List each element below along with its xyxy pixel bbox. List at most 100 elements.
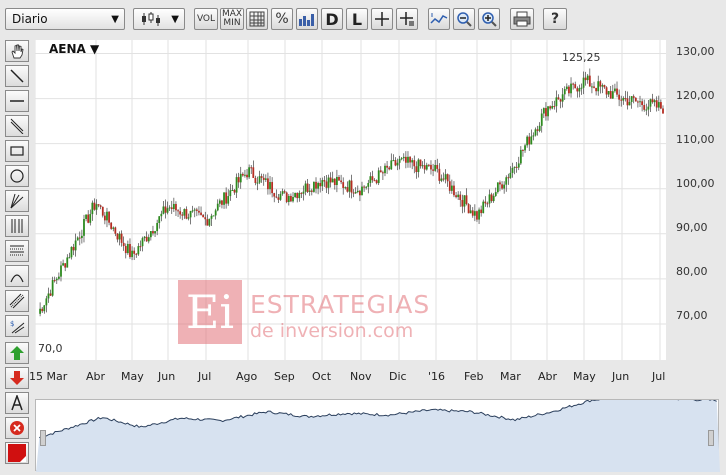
chevron-down-icon: ▼ [111, 14, 119, 25]
crosshair-value-button[interactable] [396, 8, 418, 30]
candle [275, 189, 278, 199]
parallel-lines-tool[interactable] [5, 115, 29, 137]
candle-body [342, 182, 345, 188]
candle [108, 211, 110, 226]
grid-button[interactable] [246, 8, 268, 30]
horizontal-line-tool[interactable] [5, 90, 29, 112]
candle [179, 207, 182, 219]
rectangle-tool[interactable] [5, 140, 29, 162]
candle-body [465, 195, 468, 205]
candle-body [436, 164, 439, 169]
help-button[interactable]: ? [543, 8, 567, 30]
crosshair-button[interactable] [371, 8, 393, 30]
l-button[interactable]: L [346, 8, 368, 30]
text-tool[interactable] [5, 392, 29, 414]
candle-body [407, 156, 409, 163]
candle-body [45, 298, 48, 306]
candle-body [530, 136, 533, 145]
candle-body [356, 190, 359, 193]
candle-body [584, 77, 587, 81]
buy-signal-tool[interactable] [5, 342, 29, 364]
candle-body [70, 246, 73, 258]
candle-body [193, 209, 196, 211]
candle [204, 211, 207, 226]
candle-body [43, 305, 46, 312]
zoom-out-button[interactable] [453, 8, 475, 30]
print-button[interactable] [510, 8, 534, 30]
candle [496, 182, 499, 194]
fan-lines-tool[interactable] [5, 190, 29, 212]
chart-type-select[interactable]: ▼ [133, 8, 185, 30]
candle-body [200, 212, 202, 215]
candle-body [494, 192, 497, 196]
navigator-left-handle[interactable] [40, 430, 46, 446]
channel-tool[interactable] [5, 290, 29, 312]
parallel-lines-icon [10, 118, 24, 134]
candle-body [484, 201, 487, 204]
d-button[interactable]: D [321, 8, 343, 30]
arc-tool[interactable] [5, 265, 29, 287]
line-tool[interactable] [5, 65, 29, 87]
sell-signal-tool[interactable] [5, 367, 29, 389]
y-tick-label: 130,00 [676, 45, 715, 58]
candle [51, 276, 54, 297]
candle-body [413, 160, 416, 167]
candle [106, 207, 108, 228]
candle-body [409, 156, 411, 163]
candle [540, 108, 543, 133]
candle-body [162, 206, 165, 214]
candle-body [298, 192, 301, 199]
navigator-panel[interactable] [35, 393, 720, 472]
candle [488, 189, 491, 208]
candle-body [319, 183, 322, 187]
percent-button[interactable]: % [271, 8, 293, 30]
candle-body [292, 197, 294, 202]
period-select[interactable]: Diario ▼ [5, 8, 125, 30]
candle [517, 156, 520, 171]
x-tick-label: May [121, 370, 144, 383]
trend-button[interactable] [428, 8, 450, 30]
ellipse-tool[interactable] [5, 165, 29, 187]
candle-body [66, 257, 69, 268]
candle-body [233, 189, 236, 193]
candle-body [91, 202, 94, 215]
candle [258, 170, 261, 185]
candle [601, 83, 604, 94]
candle-body [616, 88, 618, 95]
candle [363, 185, 365, 192]
candle-body [137, 246, 140, 255]
max-min-button[interactable]: MAX MIN [220, 8, 244, 30]
candle [287, 193, 290, 206]
candle [60, 261, 62, 282]
chart-area[interactable]: AENA ▼ [35, 40, 666, 360]
candle-body [118, 233, 121, 240]
speed-lines-tool[interactable]: $ [5, 315, 29, 337]
candle-body [480, 209, 483, 214]
candle [269, 176, 271, 195]
candle [494, 187, 497, 197]
candle [248, 164, 251, 180]
candle [352, 189, 355, 198]
symbol-selector[interactable]: AENA ▼ [49, 42, 99, 56]
candle-body [459, 194, 462, 201]
candle-body [434, 164, 437, 171]
color-picker-tool[interactable] [5, 442, 29, 464]
candle-body [275, 196, 278, 198]
candle [141, 236, 144, 252]
fibonacci-tool[interactable] [5, 240, 29, 262]
volume-button[interactable]: VOL [194, 8, 218, 30]
zoom-in-button[interactable] [478, 8, 500, 30]
candle-body [639, 101, 641, 103]
candle [321, 177, 324, 191]
candle [603, 84, 606, 89]
candle [300, 192, 303, 199]
top-toolbar: Diario ▼ ▼ VOL MAX MIN % D L [0, 0, 726, 38]
candle [241, 172, 244, 177]
vertical-lines-tool[interactable] [5, 215, 29, 237]
candle-body [471, 210, 474, 216]
delete-tool[interactable] [5, 417, 29, 439]
pan-tool[interactable] [5, 40, 29, 62]
navigator-right-handle[interactable] [708, 430, 714, 446]
x-tick-label: Nov [350, 370, 372, 383]
volume-bars-button[interactable] [296, 8, 318, 30]
